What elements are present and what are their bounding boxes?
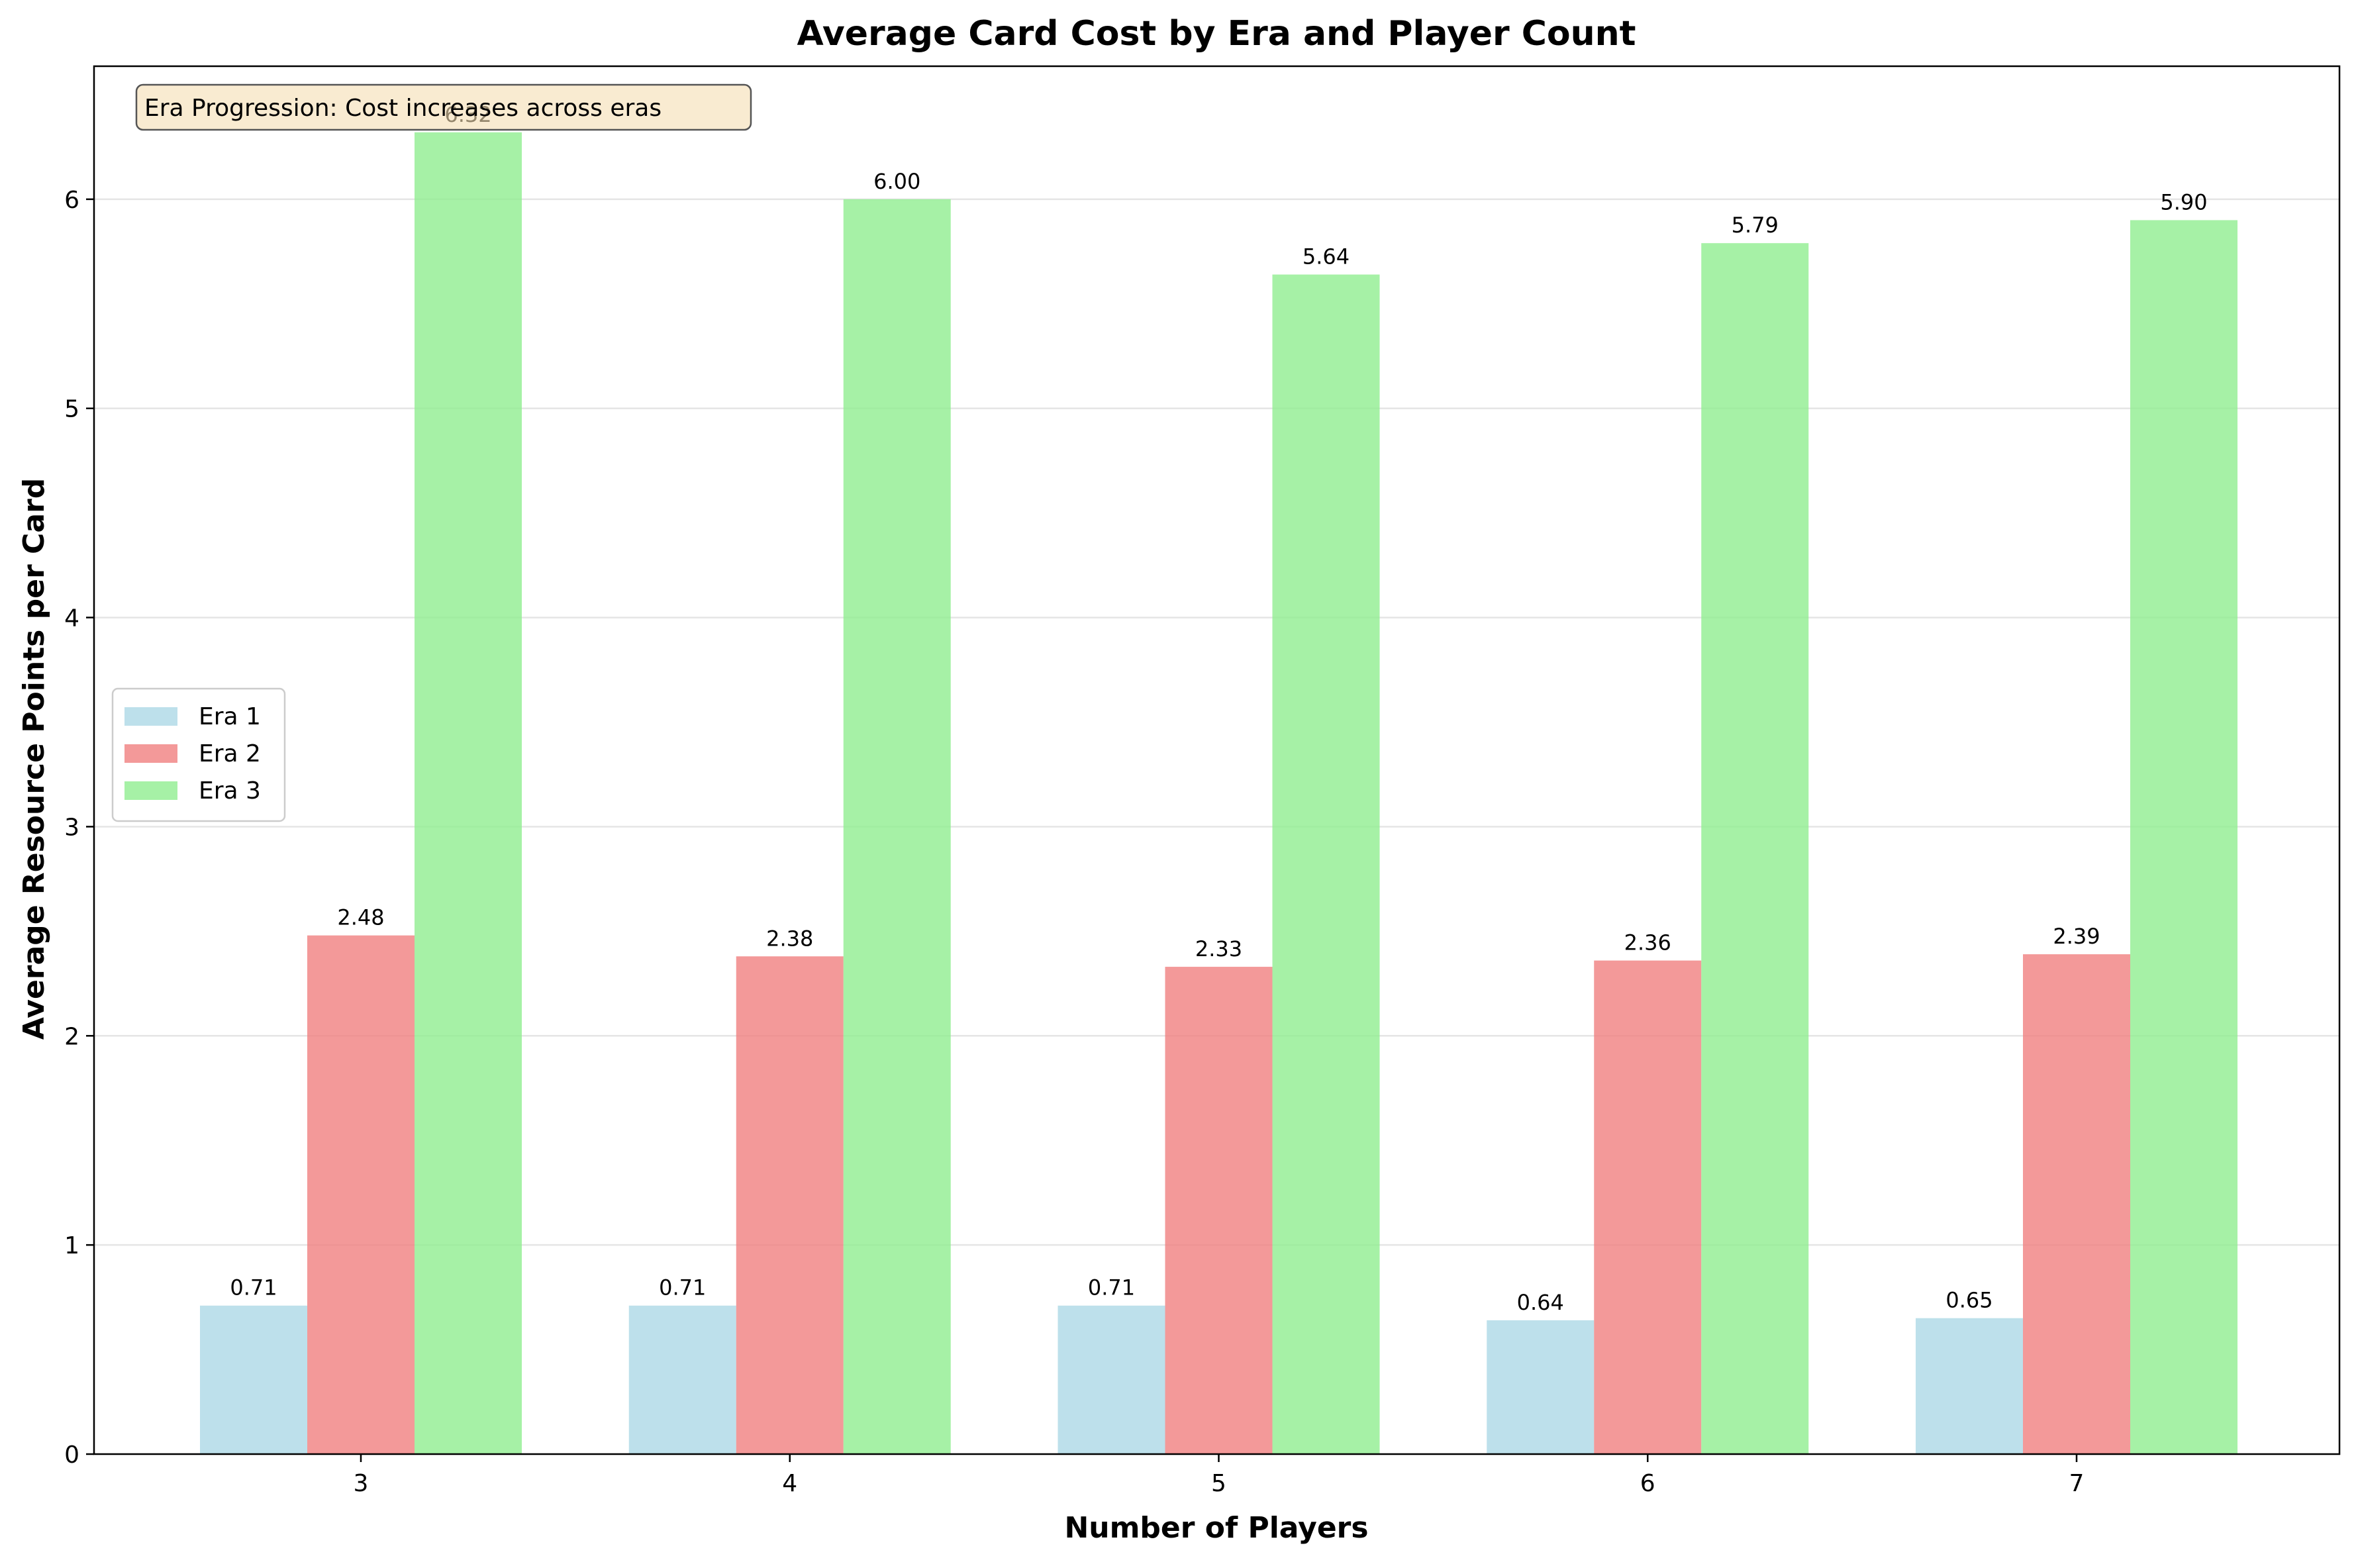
bar-era-2 [1165,967,1273,1454]
y-tick-label: 2 [64,1023,79,1050]
bar-era-1 [628,1305,736,1454]
x-tick-label: 5 [1211,1470,1226,1497]
bar-era-2 [736,956,844,1454]
bar-era-3 [2130,220,2237,1454]
bar-era-3 [1272,274,1380,1455]
x-axis: 3 4 5 6 7 [354,1454,2085,1497]
y-tick-label: 5 [64,396,79,423]
bars [200,132,2237,1455]
bar-era-3 [415,132,522,1454]
plot-frame [93,65,2341,1455]
y-tick-label: 4 [64,605,79,632]
data-label: 5.64 [1303,244,1350,270]
legend: Era 1 Era 2 Era 3 [111,687,286,822]
data-label: 0.71 [1088,1275,1135,1300]
bar-era-1 [1057,1305,1165,1454]
data-label: 2.48 [337,905,384,930]
annotation-box: Era Progression: Cost increases across e… [135,83,752,131]
y-tick-label: 6 [64,187,79,214]
data-label: 6.00 [873,169,920,194]
annotation-background [135,83,752,131]
data-label: 2.38 [766,926,813,951]
legend-label: Era 1 [199,703,261,730]
y-axis-label: Average Resource Points per Card [17,478,51,1040]
bar-era-3 [843,199,951,1454]
data-label: 2.33 [1195,936,1242,961]
bar-era-3 [1701,243,1809,1455]
legend-label: Era 3 [199,777,261,805]
y-tick-label: 1 [64,1232,79,1259]
data-label: 0.64 [1517,1290,1564,1315]
legend-swatch [124,781,177,800]
legend-label: Era 2 [199,740,261,767]
x-tick-label: 3 [354,1470,369,1497]
x-axis-label: Number of Players [1064,1511,1368,1545]
bar-era-2 [1594,960,1702,1454]
bar-era-1 [1916,1318,2023,1454]
y-tick-label: 3 [64,814,79,841]
data-label: 5.90 [2160,189,2207,215]
legend-swatch [124,707,177,726]
data-label: 0.71 [659,1275,706,1300]
bar-era-2 [2023,954,2130,1454]
data-label: 2.36 [1624,930,1671,956]
x-tick-label: 6 [1640,1470,1655,1497]
legend-swatch [124,744,177,763]
bar-era-1 [200,1305,307,1454]
x-tick-label: 4 [782,1470,797,1497]
chart-title: Average Card Cost by Era and Player Coun… [797,14,1636,54]
y-axis: 0 1 2 3 4 5 6 [64,187,94,1469]
annotation-text: Era Progression: Cost increases across e… [144,95,662,122]
data-label: 0.65 [1945,1288,1992,1313]
data-label: 5.79 [1732,213,1779,238]
data-label: 2.39 [2053,924,2100,949]
y-tick-label: 0 [64,1442,79,1469]
bar-era-2 [307,935,415,1454]
data-label: 0.71 [230,1275,277,1300]
bar-era-1 [1487,1320,1595,1454]
x-tick-label: 7 [2069,1470,2085,1497]
